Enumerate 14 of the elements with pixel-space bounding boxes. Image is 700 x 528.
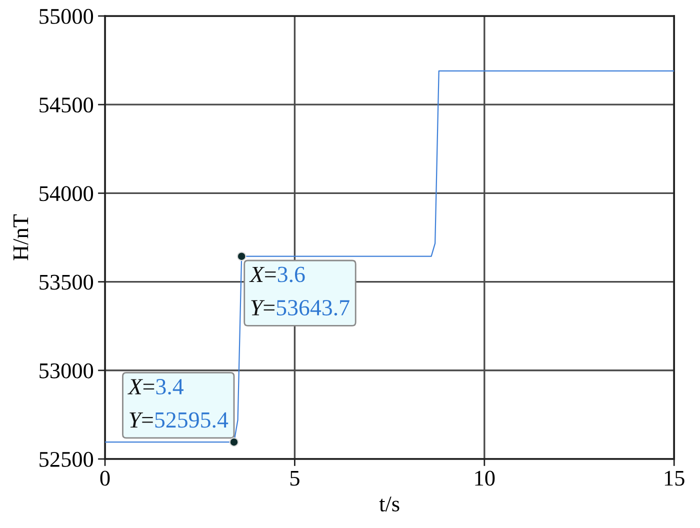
y-tick-label: 53000 [40, 363, 94, 378]
x-tick-label: 5 [290, 470, 300, 486]
x-tick-label: 10 [475, 470, 495, 486]
y-tick-label: 54500 [40, 98, 94, 113]
y-tick-label: 55000 [40, 8, 94, 24]
x-tick-label: 15 [664, 470, 684, 486]
y-tick-label: 52500 [40, 452, 94, 467]
y-tick-label: 54000 [40, 186, 94, 202]
annotation: X=3.6 Y=53643.7 [249, 266, 350, 316]
x-axis-title: t/s [379, 496, 400, 512]
x-tick-label: 0 [100, 470, 110, 486]
y-axis-title: H/nT [13, 214, 28, 260]
annotation: X=3.4 Y=52595.4 [128, 379, 228, 428]
y-tick-label: 53500 [40, 274, 94, 290]
